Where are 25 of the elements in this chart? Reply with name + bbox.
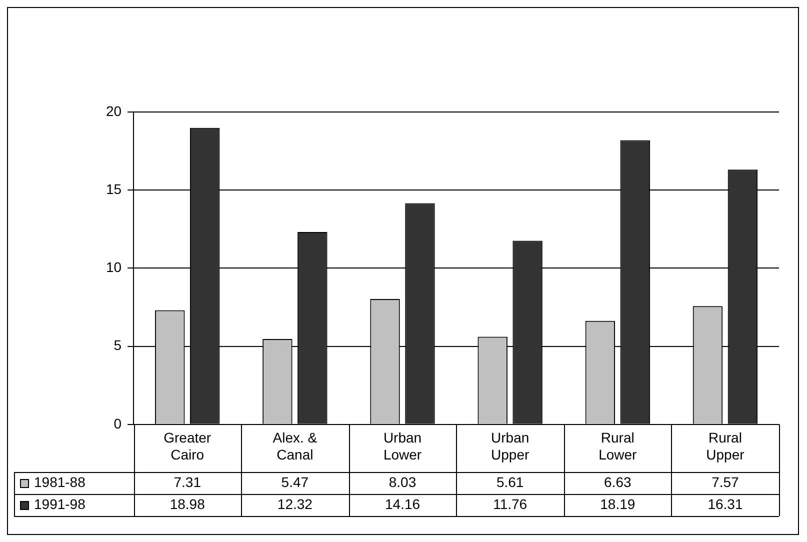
data-label: 7.31 [174,474,202,490]
data-label: 18.19 [600,496,636,512]
data-label: 5.47 [281,474,309,490]
legend-label: 1991-98 [34,496,86,512]
data-label: 14.16 [384,496,420,512]
y-tick-label: 15 [106,180,122,197]
x-tick-label: Urban Upper [491,430,530,462]
legend-label: 1981-88 [34,474,86,490]
x-tick-label: Rural Lower [598,430,638,462]
x-tick-label: Greater Cairo [164,430,212,462]
data-label: 8.03 [388,474,416,490]
y-tick-label: 10 [106,259,122,276]
data-label: 12.32 [277,496,313,512]
data-label: 6.63 [604,474,632,490]
data-label: 11.76 [493,496,528,512]
data-label: 18.98 [170,496,206,512]
x-tick-label: Urban Lower [383,430,422,462]
y-tick-label: 5 [114,337,122,354]
data-label: 5.61 [496,474,524,490]
x-tick-label: Rural Upper [706,430,745,462]
data-label: 16.31 [708,496,743,512]
data-label: 7.57 [712,474,740,490]
y-tick-label: 20 [106,102,122,119]
x-tick-label: Alex. & Canal [272,430,318,462]
y-tick-label: 0 [114,415,122,432]
